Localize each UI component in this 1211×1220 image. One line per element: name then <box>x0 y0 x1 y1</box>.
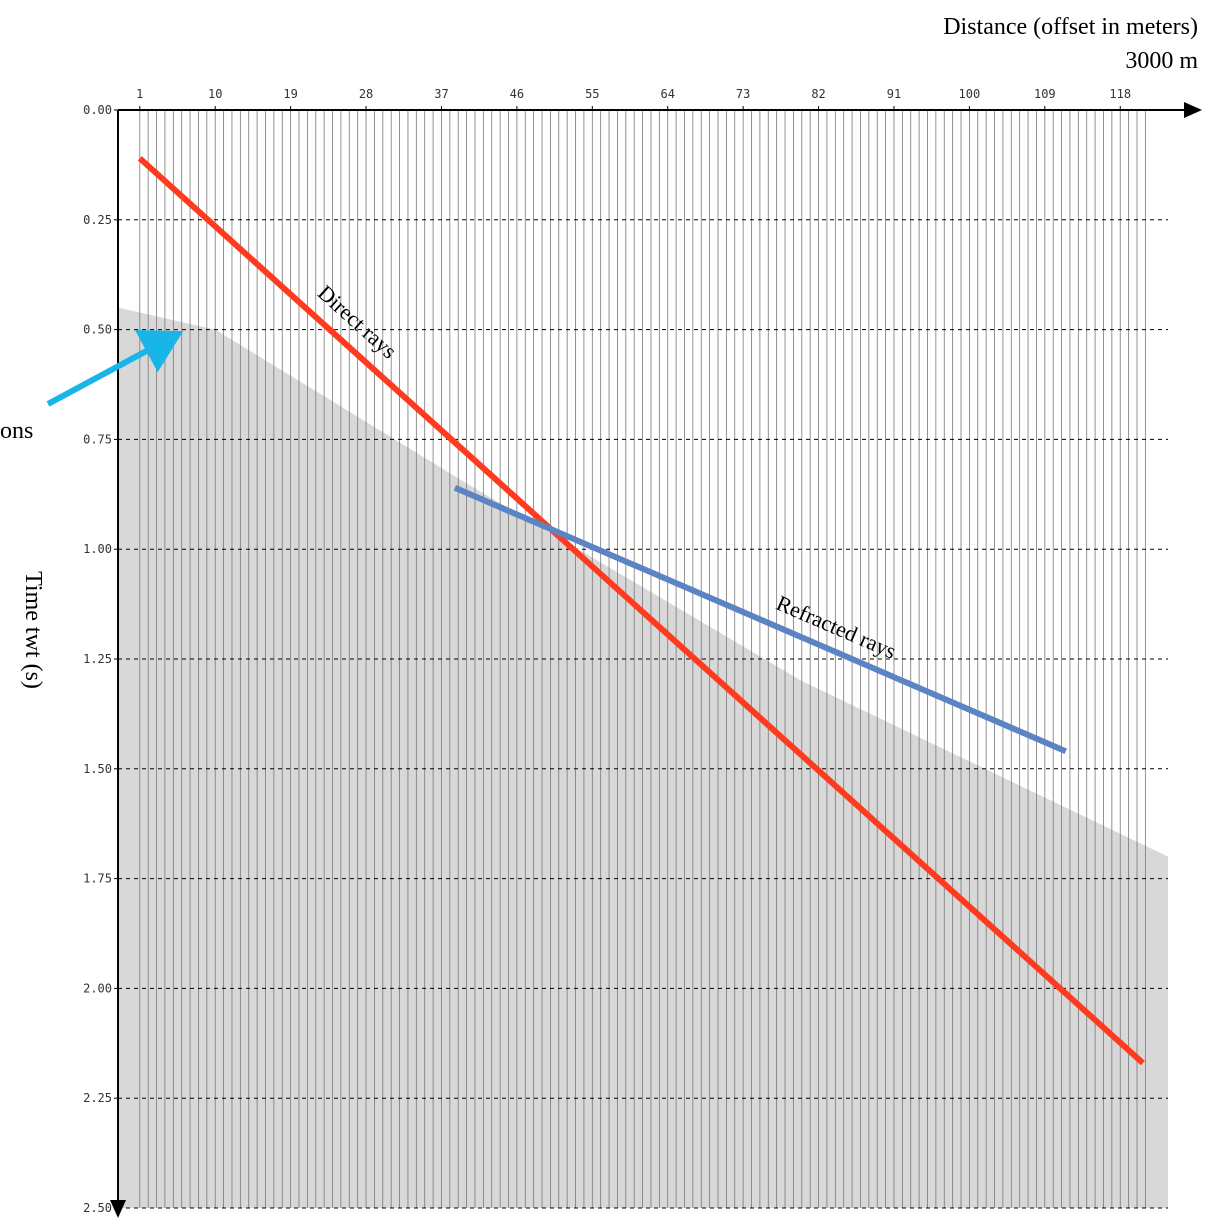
x-tick-label: 55 <box>585 87 599 101</box>
x-tick-label: 28 <box>359 87 373 101</box>
axis-title: Distance (offset in meters) <box>943 14 1198 40</box>
y-tick-label: 1.50 <box>83 762 112 776</box>
seismic-traces <box>118 110 1168 1208</box>
y-tick-label: 1.75 <box>83 872 112 886</box>
axis-unit: 3000 m <box>1125 48 1198 74</box>
y-tick-label: 0.00 <box>83 103 112 117</box>
y-tick-label: 0.75 <box>83 432 112 446</box>
x-tick-label: 118 <box>1109 87 1131 101</box>
x-tick-label: 109 <box>1034 87 1056 101</box>
x-tick-label: 10 <box>208 87 222 101</box>
y-tick-label: 2.25 <box>83 1091 112 1105</box>
y-tick-label: 1.00 <box>83 542 112 556</box>
x-tick-label: 91 <box>887 87 901 101</box>
y-tick-label: 0.50 <box>83 323 112 337</box>
ray-line <box>137 156 1145 1066</box>
x-tick-label: 46 <box>510 87 524 101</box>
y-tick-label: 0.25 <box>83 213 112 227</box>
x-tick-label: 100 <box>959 87 981 101</box>
x-tick-label: 37 <box>434 87 448 101</box>
y-axis-title: Time twt (s) <box>20 571 46 689</box>
y-tick-label: 2.00 <box>83 981 112 995</box>
x-tick-label: 73 <box>736 87 750 101</box>
annotation: ons <box>0 418 33 444</box>
x-tick-label: 19 <box>283 87 297 101</box>
y-tick-label: 1.25 <box>83 652 112 666</box>
wave-region <box>118 307 1168 1208</box>
y-tick-label: 2.50 <box>83 1201 112 1215</box>
x-tick-label: 1 <box>136 87 143 101</box>
x-tick-label: 64 <box>660 87 674 101</box>
annotation-arrow <box>46 329 184 407</box>
x-tick-label: 82 <box>811 87 825 101</box>
ray-line <box>453 484 1067 754</box>
